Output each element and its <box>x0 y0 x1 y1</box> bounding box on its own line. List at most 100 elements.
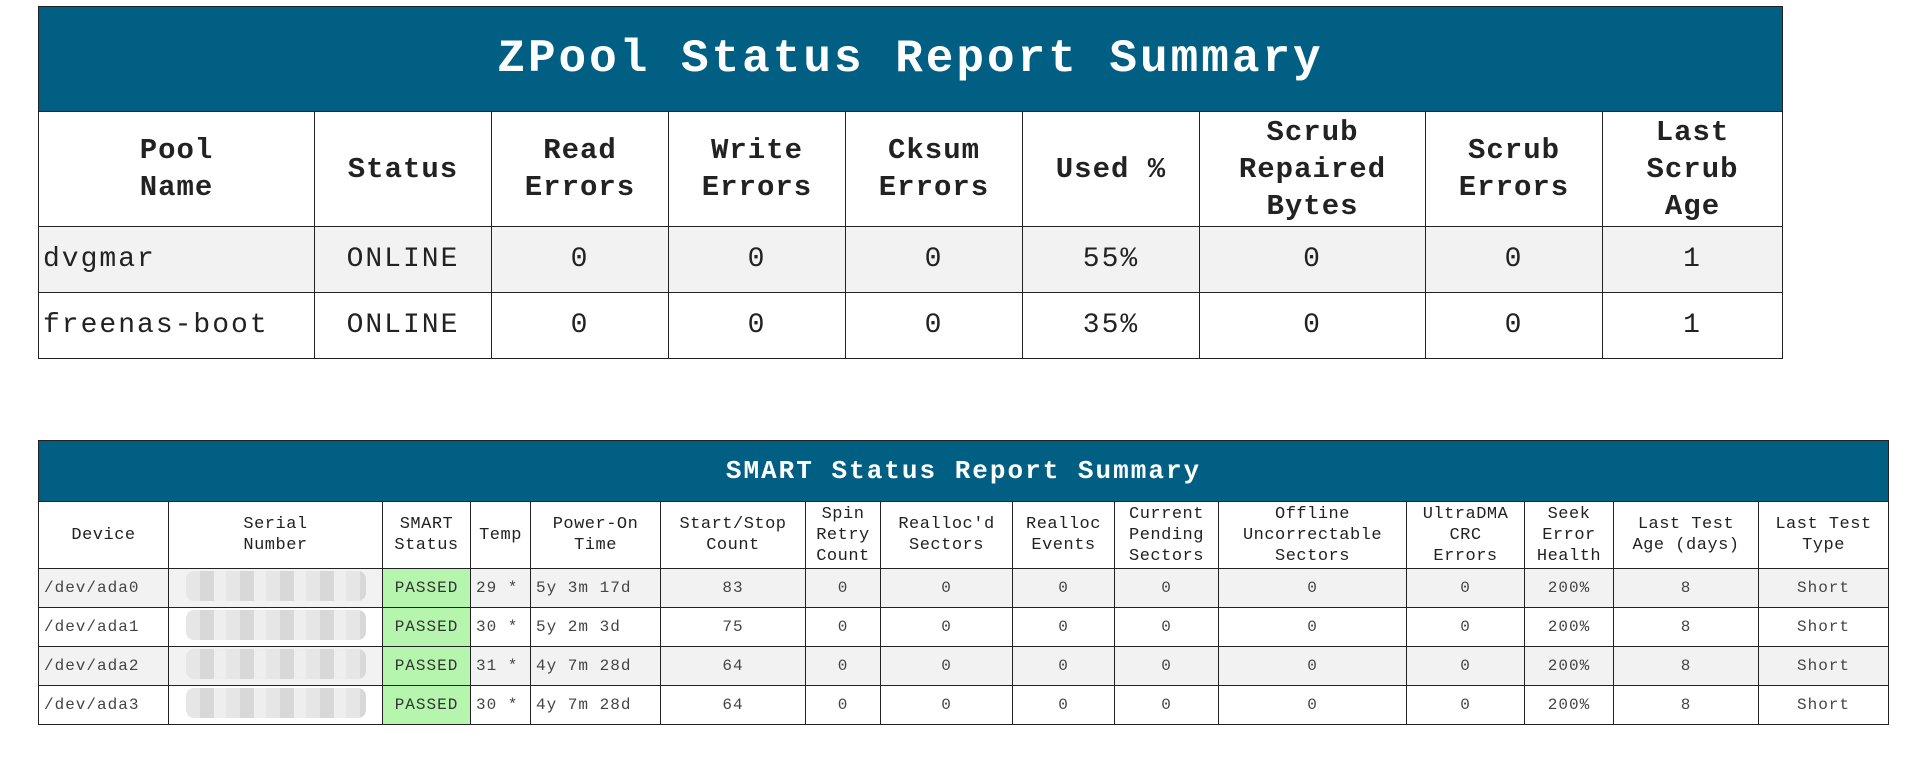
smart-report-title: SMART Status Report Summary <box>37 440 1890 502</box>
column-header: Read Errors <box>491 111 669 227</box>
reallocd-sectors-cell: 0 <box>880 646 1013 686</box>
table-row: dvgmar ONLINE 0 0 0 55% 0 0 1 <box>38 226 1784 293</box>
pool-name-cell: dvgmar <box>38 226 315 293</box>
used-percent-cell: 35% <box>1022 292 1200 359</box>
column-header: Pool Name <box>38 111 315 227</box>
scrub-repaired-cell: 0 <box>1199 292 1426 359</box>
redacted-serial-blur <box>185 648 366 679</box>
last-test-type-cell: Short <box>1757 685 1890 725</box>
column-header: Start/Stop Count <box>660 501 806 569</box>
realloc-events-cell: 0 <box>1012 685 1115 725</box>
udma-crc-errors-cell: 0 <box>1406 646 1525 686</box>
column-header: Current Pending Sectors <box>1114 501 1219 569</box>
write-errors-cell: 0 <box>668 292 846 359</box>
cksum-errors-cell: 0 <box>845 292 1023 359</box>
power-on-time-cell: 4y 7m 28d <box>530 685 661 725</box>
redacted-serial-blur <box>185 609 366 640</box>
seek-error-health-cell: 200% <box>1524 568 1614 608</box>
table-row: /dev/ada0 PASSED 29 * 5y 3m 17d 83 0 0 0 0 0 0 200%… <box>38 568 1890 608</box>
column-header: Power-On Time <box>530 501 661 569</box>
column-header: SMART Status <box>382 501 471 569</box>
table-row: /dev/ada2 PASSED 31 * 4y 7m 28d 64 0 0 0 0 0 0 200%… <box>38 646 1890 686</box>
realloc-events-cell: 0 <box>1012 646 1115 686</box>
spin-retry-count-cell: 0 <box>805 568 881 608</box>
offline-uncorrectable-cell: 0 <box>1218 685 1407 725</box>
column-header: Offline Uncorrectable Sectors <box>1218 501 1407 569</box>
device-cell: /dev/ada1 <box>38 607 169 647</box>
scrub-repaired-cell: 0 <box>1199 226 1426 293</box>
power-on-time-cell: 5y 2m 3d <box>530 607 661 647</box>
smart-status-cell: PASSED <box>382 568 471 608</box>
current-pending-cell: 0 <box>1114 646 1219 686</box>
serial-number-cell <box>168 607 383 647</box>
last-test-age-cell: 8 <box>1613 568 1759 608</box>
column-header: Last Test Age (days) <box>1613 501 1759 569</box>
last-scrub-age-cell: 1 <box>1601 226 1784 293</box>
start-stop-count-cell: 64 <box>660 685 806 725</box>
column-header: Used % <box>1022 111 1200 227</box>
udma-crc-errors-cell: 0 <box>1406 607 1525 647</box>
spin-retry-count-cell: 0 <box>805 685 881 725</box>
column-header: Scrub Repaired Bytes <box>1199 111 1426 227</box>
column-header: Write Errors <box>668 111 846 227</box>
column-header: Seek Error Health <box>1524 501 1614 569</box>
current-pending-cell: 0 <box>1114 568 1219 608</box>
current-pending-cell: 0 <box>1114 685 1219 725</box>
current-pending-cell: 0 <box>1114 607 1219 647</box>
pool-name-cell: freenas-boot <box>38 292 315 359</box>
last-scrub-age-cell: 1 <box>1601 292 1784 359</box>
start-stop-count-cell: 83 <box>660 568 806 608</box>
udma-crc-errors-cell: 0 <box>1406 568 1525 608</box>
column-header: Cksum Errors <box>845 111 1023 227</box>
start-stop-count-cell: 64 <box>660 646 806 686</box>
last-test-type-cell: Short <box>1757 568 1890 608</box>
column-header: Scrub Errors <box>1425 111 1603 227</box>
table-row: /dev/ada1 PASSED 30 * 5y 2m 3d 75 0 0 0 0 0 0 200% 8… <box>38 607 1890 647</box>
column-header: Realloc Events <box>1012 501 1115 569</box>
table-row: /dev/ada3 PASSED 30 * 4y 7m 28d 64 0 0 0 0 0 0 200%… <box>38 685 1890 725</box>
last-test-type-cell: Short <box>1757 646 1890 686</box>
column-header: Status <box>314 111 492 227</box>
power-on-time-cell: 4y 7m 28d <box>530 646 661 686</box>
column-header: Spin Retry Count <box>805 501 881 569</box>
cksum-errors-cell: 0 <box>845 226 1023 293</box>
column-header: Temp <box>470 501 531 569</box>
column-header: Last Test Type <box>1757 501 1890 569</box>
pool-status-cell: ONLINE <box>314 292 492 359</box>
smart-status-cell: PASSED <box>382 685 471 725</box>
last-test-age-cell: 8 <box>1613 646 1759 686</box>
scrub-errors-cell: 0 <box>1425 292 1603 359</box>
realloc-events-cell: 0 <box>1012 607 1115 647</box>
serial-number-cell <box>168 685 383 725</box>
offline-uncorrectable-cell: 0 <box>1218 607 1407 647</box>
device-cell: /dev/ada0 <box>38 568 169 608</box>
realloc-events-cell: 0 <box>1012 568 1115 608</box>
start-stop-count-cell: 75 <box>660 607 806 647</box>
temp-cell: 30 * <box>470 685 531 725</box>
column-header: Realloc'd Sectors <box>880 501 1013 569</box>
reallocd-sectors-cell: 0 <box>880 568 1013 608</box>
power-on-time-cell: 5y 3m 17d <box>530 568 661 608</box>
smart-status-cell: PASSED <box>382 646 471 686</box>
used-percent-cell: 55% <box>1022 226 1200 293</box>
temp-cell: 31 * <box>470 646 531 686</box>
smart-status-cell: PASSED <box>382 607 471 647</box>
last-test-age-cell: 8 <box>1613 685 1759 725</box>
device-cell: /dev/ada3 <box>38 685 169 725</box>
last-test-age-cell: 8 <box>1613 607 1759 647</box>
read-errors-cell: 0 <box>491 292 669 359</box>
temp-cell: 30 * <box>470 607 531 647</box>
column-header: Serial Number <box>168 501 383 569</box>
read-errors-cell: 0 <box>491 226 669 293</box>
seek-error-health-cell: 200% <box>1524 646 1614 686</box>
zpool-report-title: ZPool Status Report Summary <box>37 6 1784 112</box>
reallocd-sectors-cell: 0 <box>880 607 1013 647</box>
spin-retry-count-cell: 0 <box>805 646 881 686</box>
write-errors-cell: 0 <box>668 226 846 293</box>
redacted-serial-blur <box>185 570 366 601</box>
offline-uncorrectable-cell: 0 <box>1218 568 1407 608</box>
seek-error-health-cell: 200% <box>1524 607 1614 647</box>
spin-retry-count-cell: 0 <box>805 607 881 647</box>
reallocd-sectors-cell: 0 <box>880 685 1013 725</box>
table-row: freenas-boot ONLINE 0 0 0 35% 0 0 1 <box>38 292 1784 359</box>
